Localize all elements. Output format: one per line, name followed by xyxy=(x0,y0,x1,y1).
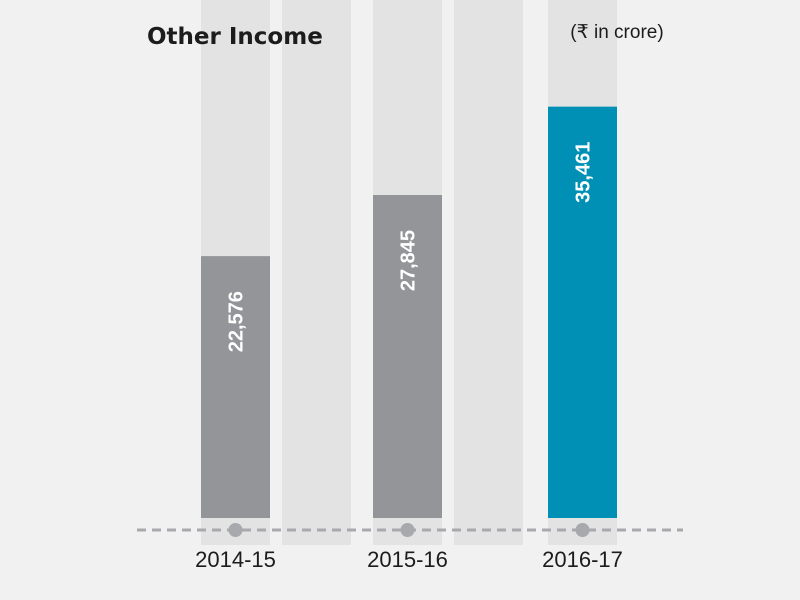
background-track xyxy=(454,0,523,545)
unit-label: (₹ in crore) xyxy=(570,22,663,43)
axis-marker xyxy=(575,523,590,537)
axis-marker xyxy=(228,523,243,537)
axis-marker xyxy=(400,523,415,537)
bar-value-label: 27,845 xyxy=(398,230,420,291)
bar-2015-16 xyxy=(373,194,442,519)
bar-2016-17 xyxy=(548,106,617,518)
category-labels: 2014-15 2015-16 2016-17 xyxy=(195,547,623,572)
category-label: 2014-15 xyxy=(195,547,276,572)
category-label: 2015-16 xyxy=(367,547,448,572)
axis-markers xyxy=(228,523,590,537)
bars xyxy=(201,106,617,519)
bar-value-label: 35,461 xyxy=(573,142,595,203)
bar-2014-15 xyxy=(201,256,270,518)
bar-value-label: 22,576 xyxy=(226,291,248,352)
value-labels: 22,576 27,845 35,461 xyxy=(226,142,595,353)
background-track xyxy=(282,0,351,545)
category-label: 2016-17 xyxy=(542,547,623,572)
chart-title: Other Income xyxy=(147,24,323,50)
